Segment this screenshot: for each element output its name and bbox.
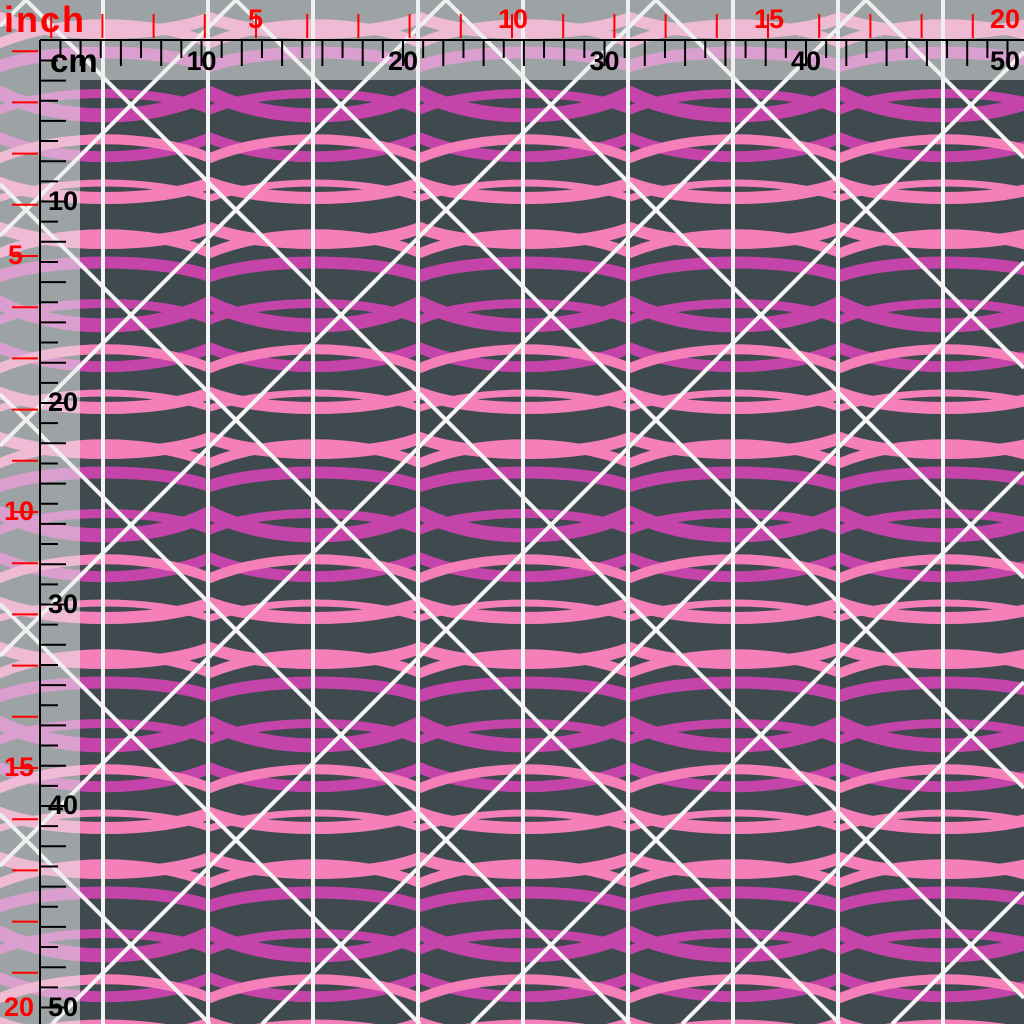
top-cm-label: 20 [388, 46, 419, 76]
diagonal-line [234, 0, 1024, 790]
diagonal-line [680, 680, 1024, 1024]
diagonal-line [470, 470, 1024, 1024]
left-cm-label: 40 [48, 790, 79, 820]
diagonal-line [0, 182, 842, 1024]
inch-unit-label: inch [4, 0, 87, 40]
left-cm-label: 10 [48, 185, 79, 216]
diagonal-line [24, 0, 1024, 1000]
top-cm-label: 40 [791, 46, 822, 76]
diagonal-line [0, 0, 868, 868]
left-inch-label: 5 [8, 240, 24, 270]
top-cm-label: 30 [589, 46, 620, 76]
cm-unit-label: cm [50, 42, 98, 79]
top-inch-label: 5 [248, 4, 264, 34]
left-inch-label: 10 [4, 496, 35, 526]
diagonal-line [0, 0, 658, 658]
top-inch-label: 10 [498, 4, 529, 34]
diagonal-line [0, 392, 632, 1024]
top-inch-label: 15 [754, 4, 785, 34]
left-inch-label: 20 [4, 992, 35, 1022]
left-cm-label: 20 [48, 387, 79, 417]
left-inch-label: 15 [4, 752, 35, 782]
top-cm-label: 10 [186, 46, 217, 76]
diagonal-line [260, 260, 1024, 1024]
left-cm-label: 50 [48, 991, 79, 1022]
diagonal-line [50, 50, 1024, 1024]
left-cm-label: 30 [48, 588, 79, 619]
diagonal-line [890, 890, 1024, 1024]
top-inch-label: 20 [990, 4, 1021, 34]
top-cm-label: 50 [990, 46, 1021, 76]
diagonal-line [444, 0, 1024, 580]
